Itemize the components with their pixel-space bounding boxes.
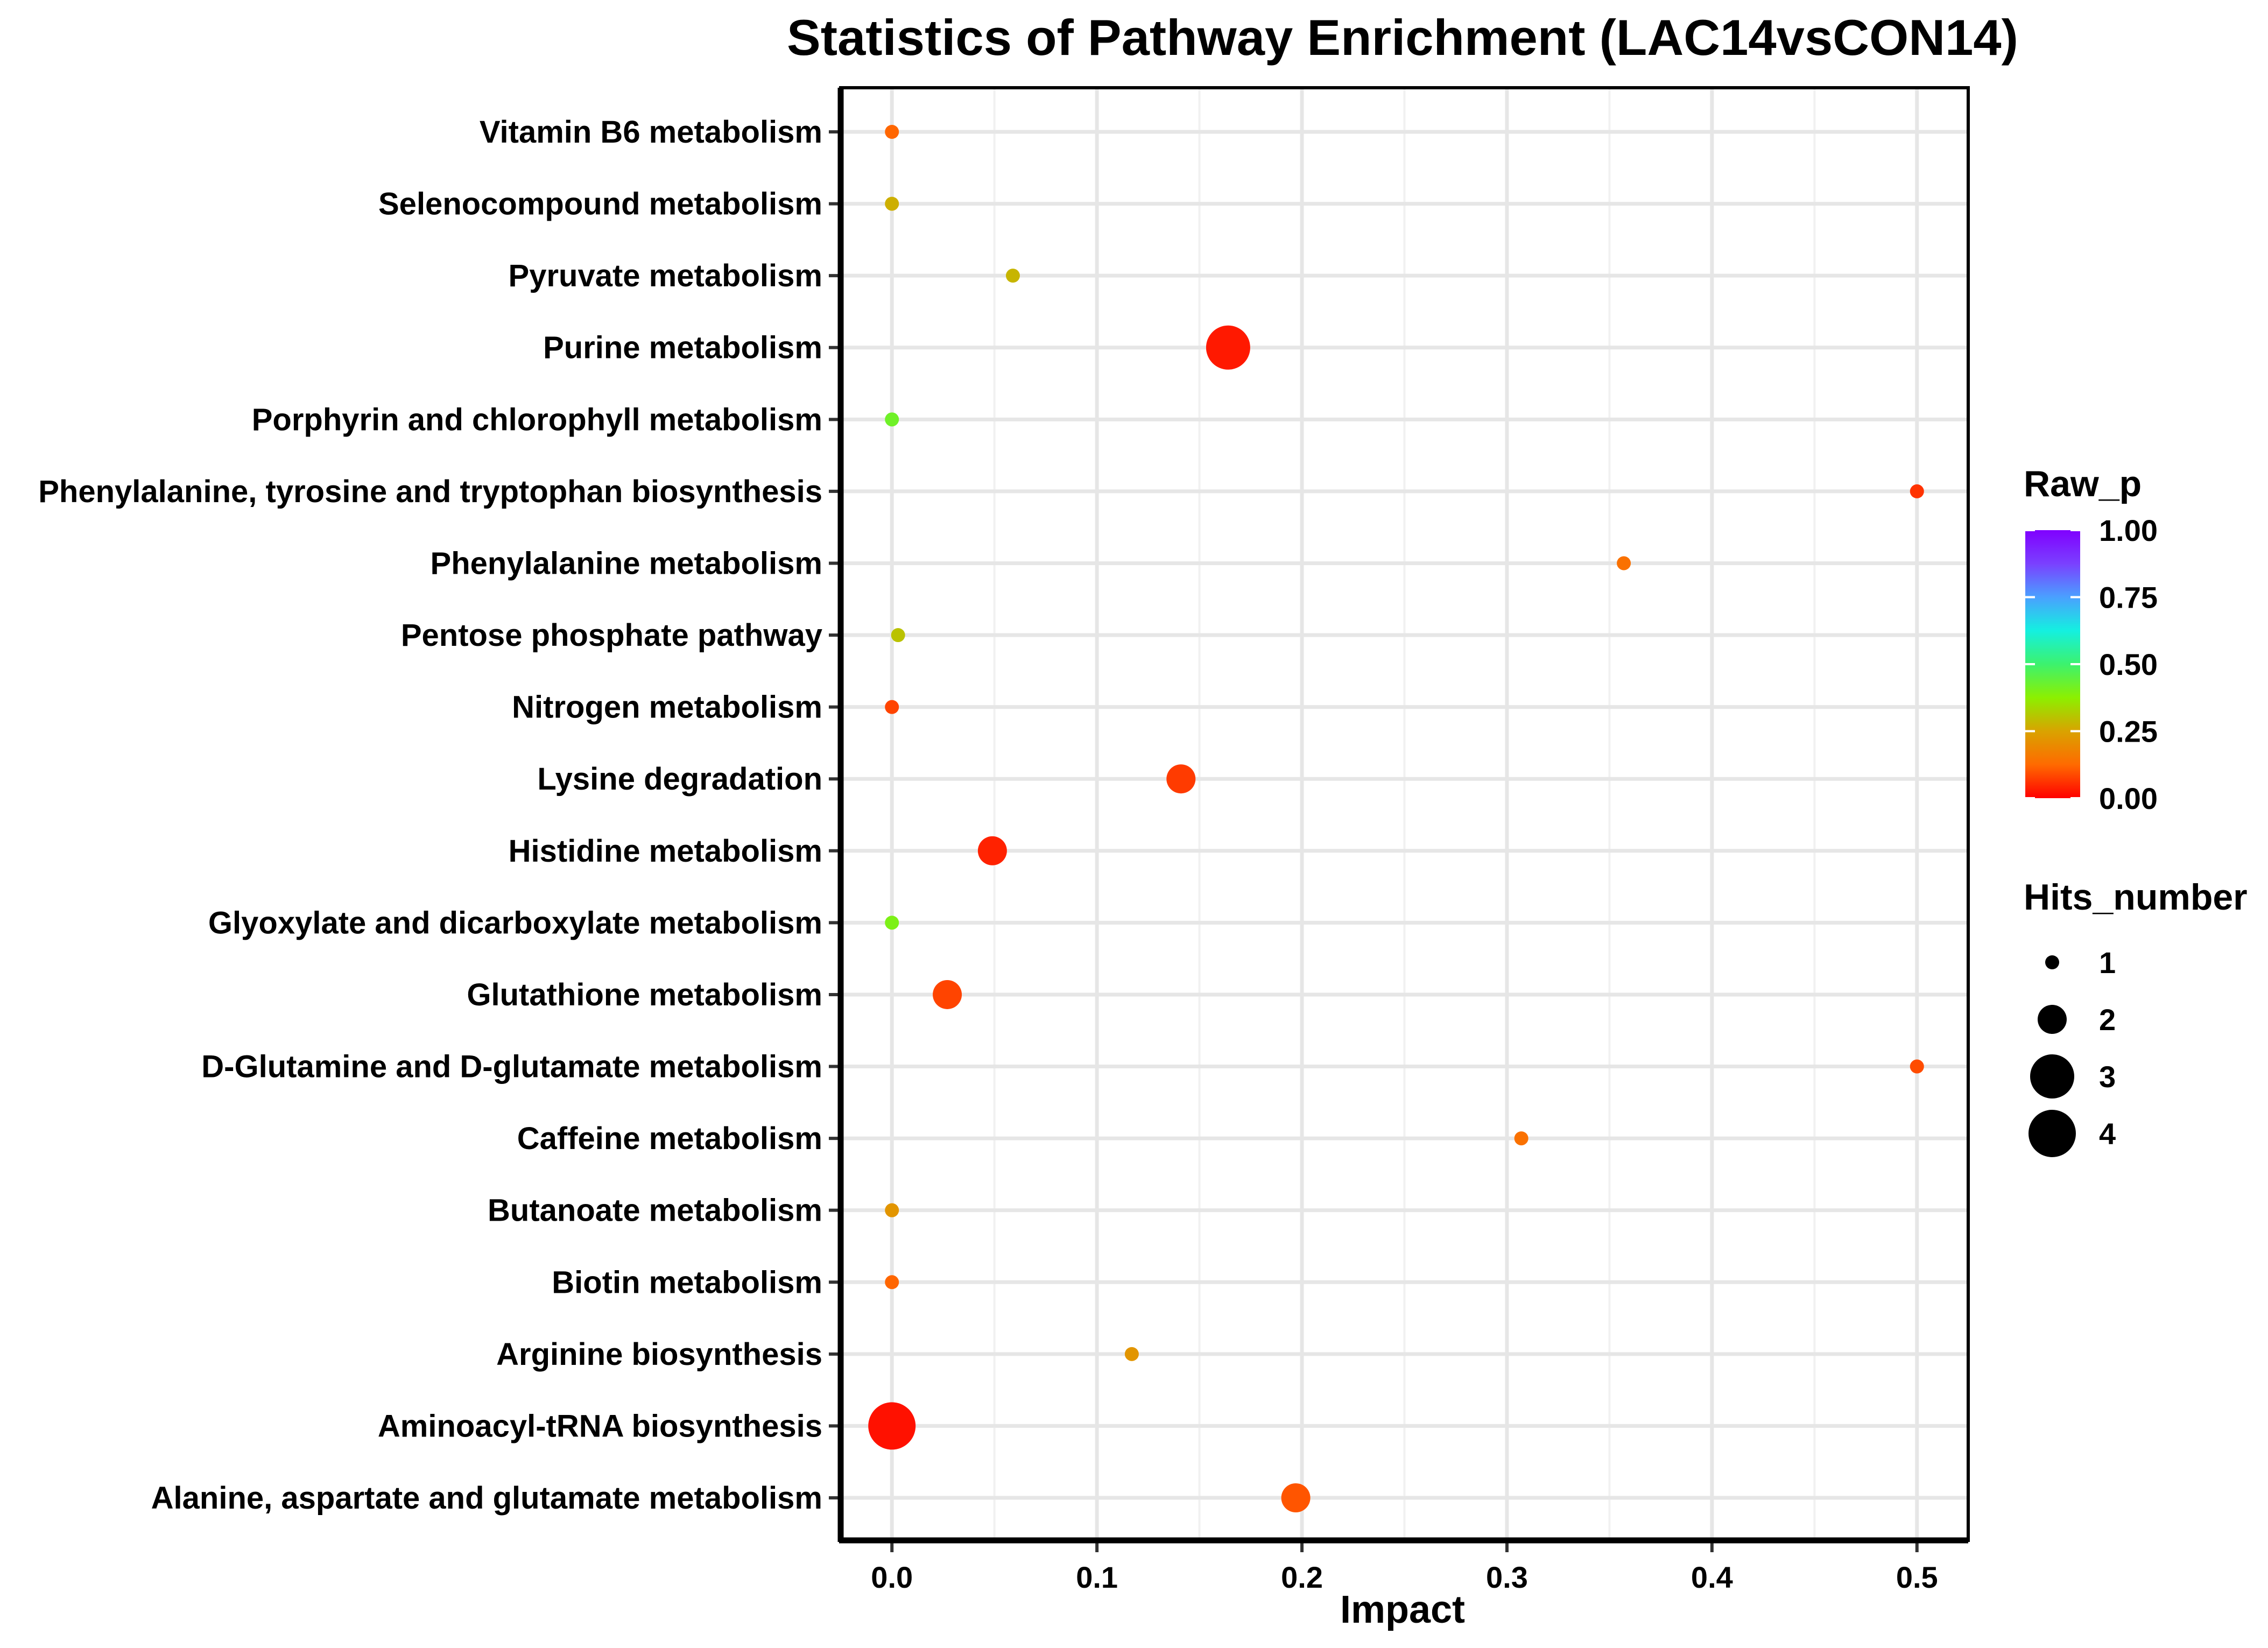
color-legend-label: 0.25: [2099, 715, 2158, 749]
chart-title: Statistics of Pathway Enrichment (LAC14v…: [787, 9, 2018, 66]
size-legend-key-4: [2028, 1110, 2076, 1157]
point-nitrogen-metabolism: [885, 700, 899, 714]
point-selenocompound-metabolism: [885, 196, 899, 211]
size-legend-label: 3: [2099, 1060, 2116, 1094]
y-tick-label-biotin-metabolism: Biotin metabolism: [552, 1265, 822, 1300]
point-butanoate-metabolism: [885, 1203, 899, 1217]
point-biotin-metabolism: [885, 1275, 899, 1290]
x-tick-label: 0.2: [1281, 1560, 1323, 1594]
y-tick-label-glyoxylate-and-dicarboxylate-metabolism: Glyoxylate and dicarboxylate metabolism: [208, 905, 822, 940]
y-tick-label-nitrogen-metabolism: Nitrogen metabolism: [512, 690, 822, 725]
point-aminoacyl-trna-biosynthesis: [868, 1402, 916, 1450]
color-legend-label: 0.50: [2099, 647, 2158, 681]
color-legend-label: 0.00: [2099, 781, 2158, 815]
point-d-glutamine-and-d-glutamate-metabolism: [1910, 1059, 1924, 1074]
point-glutathione-metabolism: [933, 980, 962, 1009]
x-tick-label: 0.1: [1076, 1560, 1118, 1594]
y-tick-label-caffeine-metabolism: Caffeine metabolism: [517, 1121, 822, 1156]
point-glyoxylate-and-dicarboxylate-metabolism: [885, 915, 899, 930]
grid-lines: [841, 88, 1968, 1540]
size-legend-title: Hits_number: [2024, 877, 2248, 918]
size-legend-label: 1: [2099, 946, 2116, 980]
y-tick-label-d-glutamine-and-d-glutamate-metabolism: D-Glutamine and D-glutamate metabolism: [201, 1050, 822, 1084]
point-pyruvate-metabolism: [1005, 269, 1020, 283]
y-tick-label-glutathione-metabolism: Glutathione metabolism: [467, 977, 822, 1012]
y-tick-label-phenylalanine-tyrosine-and-tryptophan-biosynthesis: Phenylalanine, tyrosine and tryptophan b…: [38, 474, 822, 509]
color-legend-label: 0.75: [2099, 581, 2158, 615]
y-tick-label-porphyrin-and-chlorophyll-metabolism: Porphyrin and chlorophyll metabolism: [252, 402, 822, 437]
y-tick-label-alanine-aspartate-and-glutamate-metabolism: Alanine, aspartate and glutamate metabol…: [151, 1481, 822, 1516]
x-tick-label: 0.5: [1896, 1560, 1938, 1594]
point-caffeine-metabolism: [1514, 1131, 1529, 1146]
point-arginine-biosynthesis: [1124, 1347, 1139, 1361]
data-points: [868, 125, 1924, 1512]
x-tick-label: 0.4: [1691, 1560, 1733, 1594]
point-porphyrin-and-chlorophyll-metabolism: [885, 412, 899, 427]
y-tick-label-aminoacyl-trna-biosynthesis: Aminoacyl-tRNA biosynthesis: [378, 1408, 822, 1443]
y-tick-label-histidine-metabolism: Histidine metabolism: [509, 834, 822, 869]
point-purine-metabolism: [1206, 325, 1250, 370]
size-legend-key-1: [2045, 955, 2059, 969]
point-alanine-aspartate-and-glutamate-metabolism: [1281, 1483, 1311, 1512]
size-legend-label: 2: [2099, 1003, 2116, 1037]
point-vitamin-b6-metabolism: [885, 125, 899, 139]
point-phenylalanine-metabolism: [1617, 556, 1631, 571]
color-legend-title: Raw_p: [2024, 463, 2142, 504]
y-tick-label-selenocompound-metabolism: Selenocompound metabolism: [378, 187, 822, 222]
point-pentose-phosphate-pathway: [891, 628, 905, 643]
y-tick-label-arginine-biosynthesis: Arginine biosynthesis: [496, 1337, 822, 1372]
y-tick-label-phenylalanine-metabolism: Phenylalanine metabolism: [431, 546, 822, 581]
point-lysine-degradation: [1166, 764, 1196, 794]
x-tick-label: 0.3: [1486, 1560, 1528, 1594]
y-tick-label-pyruvate-metabolism: Pyruvate metabolism: [509, 258, 822, 293]
y-tick-label-butanoate-metabolism: Butanoate metabolism: [488, 1193, 822, 1228]
x-axis-label: Impact: [1340, 1588, 1465, 1631]
point-histidine-metabolism: [977, 836, 1007, 865]
size-legend-key-2: [2038, 1005, 2067, 1034]
legends: Raw_p 1.00 0.75 0.50 0.25 0.00 Hits_number 1 2 3 4: [2024, 463, 2248, 1157]
y-tick-label-purine-metabolism: Purine metabolism: [543, 330, 822, 365]
y-tick-label-vitamin-b6-metabolism: Vitamin B6 metabolism: [480, 115, 822, 150]
x-tick-label: 0.0: [871, 1560, 913, 1594]
size-legend-label: 4: [2099, 1117, 2116, 1151]
point-phenylalanine-tyrosine-and-tryptophan-biosynthesis: [1910, 484, 1924, 498]
y-tick-label-pentose-phosphate-pathway: Pentose phosphate pathway: [401, 618, 822, 653]
y-tick-label-lysine-degradation: Lysine degradation: [537, 762, 822, 797]
size-legend-key-3: [2030, 1054, 2074, 1098]
color-legend-label: 1.00: [2099, 513, 2158, 547]
axes: 0.0 0.1 0.2 0.3 0.4 0.5 Alanine, aspartate and…: [38, 86, 1970, 1594]
